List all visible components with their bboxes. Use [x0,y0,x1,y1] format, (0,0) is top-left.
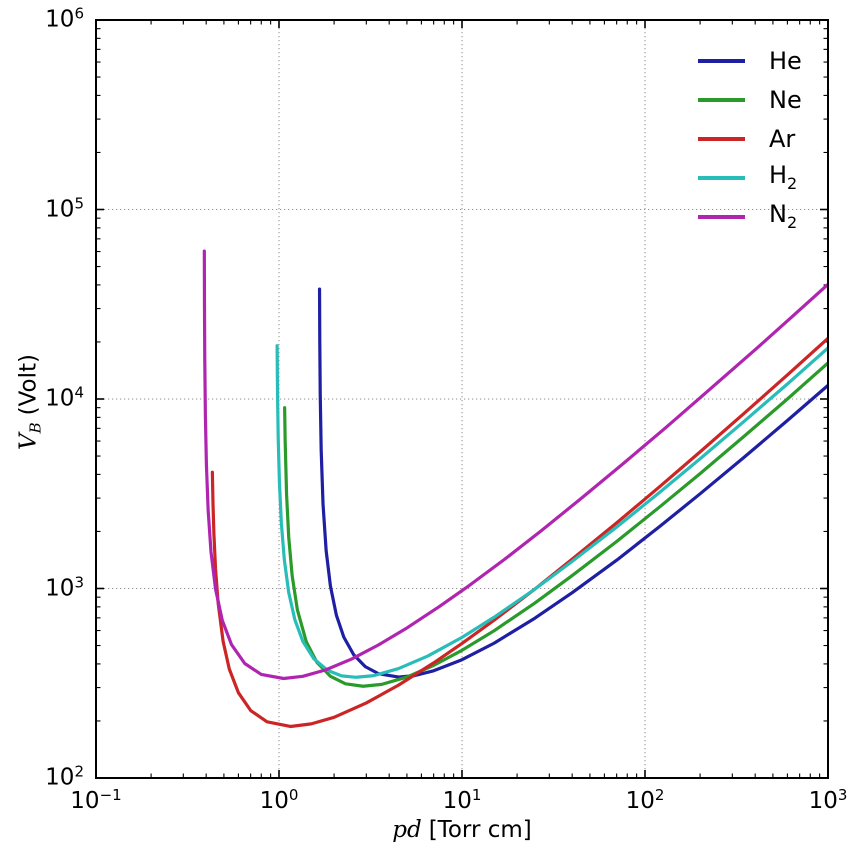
y-tick-label: 105 [45,194,84,223]
x-axis-label-math: pd [392,817,422,843]
y-axis-label-units: (Volt) [15,353,42,416]
legend: He Ne Ar H2 N2 [698,41,802,236]
legend-line-sample [698,58,745,63]
legend-label: N2 [769,200,798,232]
y-tick-label: 106 [45,4,84,33]
legend-label-subscript: 2 [787,174,798,193]
series-lines [202,249,828,729]
legend-line-sample [698,175,745,180]
x-tick-label: 101 [442,786,482,814]
y-axis-label-subscript: B [26,422,45,434]
legend-label: Ar [769,124,796,153]
y-tick-label: 102 [45,762,84,791]
y-axis-label: VB (Volt) [16,354,45,450]
y-tick-label: 103 [45,573,84,602]
curve-n2 [202,249,828,681]
y-tick-label: 104 [45,383,84,412]
legend-label-subscript: 2 [786,213,798,232]
curve-ar [210,336,828,729]
x-tick-label: 100 [259,786,299,814]
x-tick-label: 102 [625,786,665,814]
legend-line-sample [698,214,745,219]
legend-label: H2 [769,161,798,193]
x-tick-label: 10−1 [70,786,122,814]
legend-label: He [769,46,802,75]
legend-label: Ne [769,85,802,114]
legend-line-sample [698,97,745,102]
x-axis-label-units: [Torr cm] [428,817,532,843]
y-axis-label-math: V [15,433,42,451]
legend-item-ne: Ne [698,80,802,119]
curve-ne [283,361,828,688]
x-tick-label: 103 [808,786,848,814]
legend-item-ar: Ar [698,119,802,158]
plot-border [95,19,829,779]
legend-item-n2: N2 [698,197,802,236]
x-axis-label: pd [Torr cm] [392,817,531,843]
legend-item-h2: H2 [698,158,802,197]
legend-item-he: He [698,41,802,80]
curve-he [317,287,828,679]
legend-line-sample [698,136,745,141]
curve-h2 [275,344,828,679]
